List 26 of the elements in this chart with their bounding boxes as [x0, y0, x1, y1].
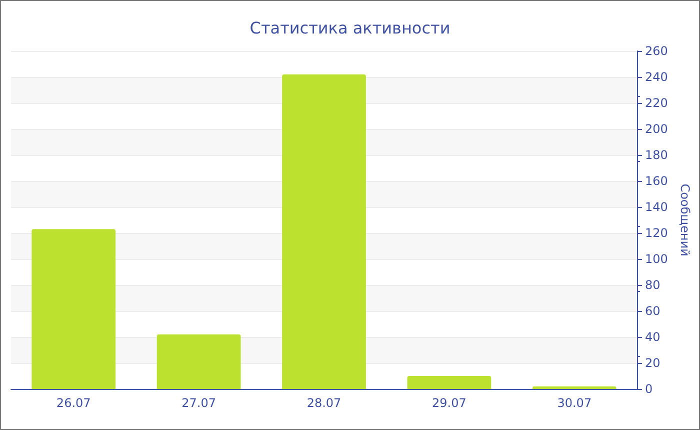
y2-tick-label: 140 — [645, 200, 668, 214]
y2-tick-label: 20 — [645, 356, 660, 370]
y2-tick-label: 180 — [645, 148, 668, 162]
bar — [282, 74, 366, 389]
bar — [32, 229, 116, 389]
x-tick-label: 29.07 — [432, 396, 466, 410]
y2-tick-label: 220 — [645, 96, 668, 110]
x-tick-label: 26.07 — [56, 396, 91, 410]
x-tick-label: 28.07 — [306, 396, 342, 410]
y2-tick-label: 240 — [645, 70, 668, 84]
y2-tick-label: 0 — [645, 382, 653, 396]
y2-tick-label: 80 — [645, 278, 660, 292]
y2-tick-label: 160 — [645, 174, 668, 188]
y2-tick-label: 120 — [645, 226, 668, 240]
bar — [532, 386, 616, 389]
chart-title: Статистика активности — [250, 18, 450, 38]
x-tick-label: 27.07 — [182, 396, 216, 410]
bar — [407, 376, 492, 389]
x-tick-label: 30.07 — [557, 396, 592, 410]
y2-tick-label: 260 — [645, 44, 668, 58]
y2-tick-label: 60 — [645, 304, 660, 318]
bar — [156, 334, 241, 389]
y2-tick-label: 100 — [645, 252, 668, 266]
y2-tick-label: 40 — [645, 330, 660, 344]
y2-tick-label: 200 — [645, 122, 668, 136]
y2-axis-title: Сообщений — [678, 184, 692, 256]
